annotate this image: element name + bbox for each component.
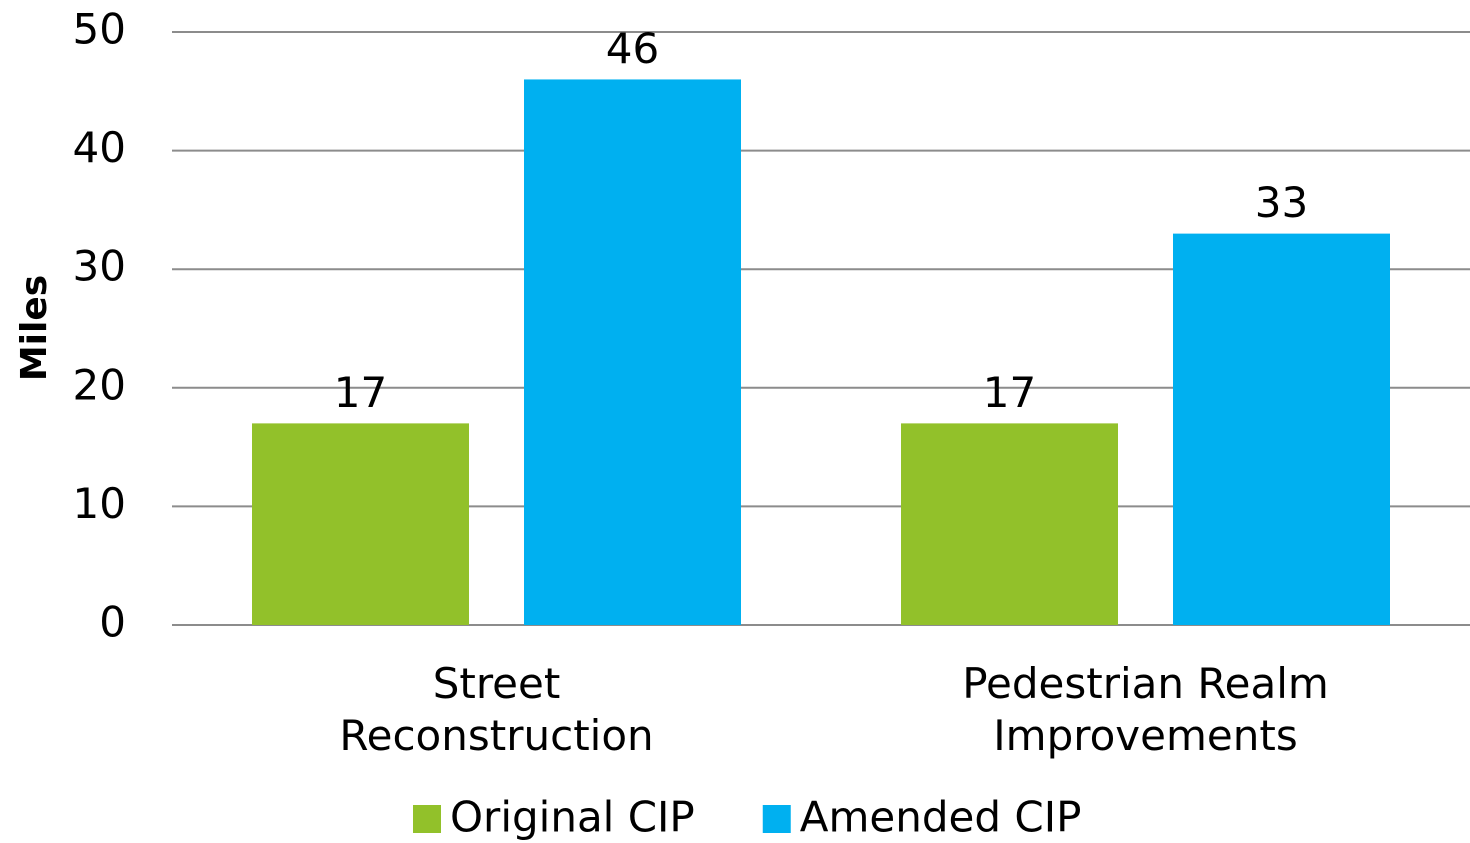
x-tick-label: Pedestrian Realm Improvements bbox=[962, 659, 1329, 760]
y-tick-label: 40 bbox=[73, 123, 126, 172]
x-tick-label: Street Reconstruction bbox=[339, 659, 654, 760]
data-label: 17 bbox=[334, 368, 387, 417]
bar bbox=[524, 79, 741, 625]
y-tick-label: 0 bbox=[99, 598, 126, 647]
y-axis-title: Miles bbox=[14, 275, 55, 381]
y-tick-label: 50 bbox=[73, 5, 126, 54]
bar bbox=[1173, 233, 1390, 625]
legend-label: Original CIP bbox=[450, 793, 695, 842]
y-tick-label: 20 bbox=[73, 360, 126, 409]
legend-swatch bbox=[413, 805, 441, 833]
y-tick-label: 30 bbox=[73, 242, 126, 291]
legend-swatch bbox=[762, 805, 791, 833]
bar bbox=[901, 423, 1118, 625]
data-label: 33 bbox=[1255, 178, 1308, 227]
data-label: 17 bbox=[983, 368, 1036, 417]
data-label: 46 bbox=[606, 24, 659, 73]
legend-label: Amended CIP bbox=[800, 793, 1082, 842]
bar bbox=[252, 423, 469, 625]
y-tick-label: 10 bbox=[73, 479, 126, 528]
